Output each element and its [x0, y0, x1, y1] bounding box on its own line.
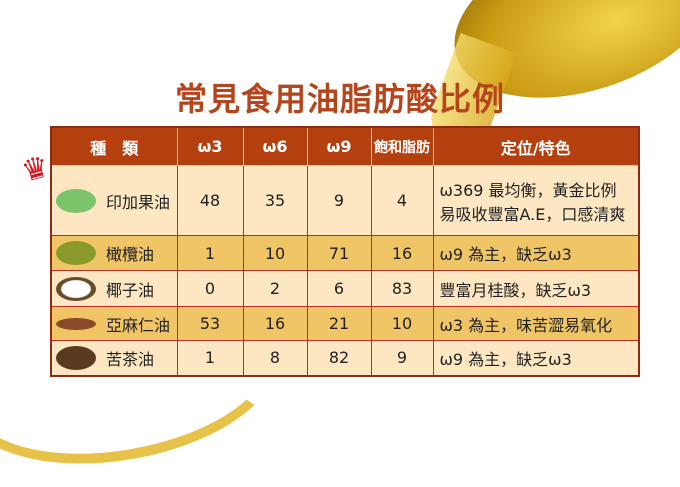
table-row: 亞麻仁油 53 16 21 10 ω3 為主，味苦澀易氧化 — [50, 306, 640, 341]
w6-value: 16 — [242, 306, 308, 341]
saturated-value: 4 — [370, 165, 434, 236]
oil-name: 橄欖油 — [106, 245, 155, 264]
w3-value: 48 — [176, 165, 244, 236]
header-w9: ω9 — [306, 126, 372, 166]
flaxseed-icon — [56, 317, 96, 330]
feature-text: ω369 最均衡，黃金比例 易吸收豐富A.E，口感清爽 — [432, 165, 640, 236]
feature-text: ω9 為主，缺乏ω3 — [432, 235, 640, 271]
oil-name: 印加果油 — [106, 192, 171, 212]
w6-value: 2 — [242, 270, 308, 307]
sacha-inchi-icon — [56, 188, 96, 213]
w3-value: 0 — [176, 270, 244, 307]
coconut-icon — [56, 276, 96, 301]
table-row: 苦茶油 1 8 82 9 ω9 為主，缺乏ω3 — [50, 340, 640, 376]
saturated-value: 9 — [370, 340, 434, 376]
w9-value: 82 — [306, 340, 372, 376]
oil-name: 苦茶油 — [106, 349, 155, 369]
header-w6: ω6 — [242, 126, 308, 166]
oil-name: 亞麻仁油 — [106, 315, 171, 335]
w3-value: 53 — [176, 306, 244, 341]
saturated-value: 10 — [370, 306, 434, 341]
feature-line: 易吸收豐富A.E，口感清爽 — [439, 204, 626, 224]
w9-value: 6 — [306, 270, 372, 307]
w3-value: 1 — [176, 340, 244, 376]
feature-line: ω369 最均衡，黃金比例 — [439, 180, 617, 200]
feature-text: ω3 為主，味苦澀易氧化 — [432, 306, 640, 341]
table-row: 椰子油 0 2 6 83 豐富月桂酸，缺乏ω3 — [50, 270, 640, 307]
header-type: 種 類 — [50, 126, 178, 166]
crown-icon: ♛ — [17, 149, 53, 190]
table-row: 橄欖油 1 10 71 16 ω9 為主，缺乏ω3 — [50, 235, 640, 271]
tea-seed-icon — [56, 345, 96, 370]
feature-text: 豐富月桂酸，缺乏ω3 — [432, 270, 640, 307]
w6-value: 10 — [242, 235, 308, 271]
w9-value: 21 — [306, 306, 372, 341]
saturated-value: 83 — [370, 270, 434, 307]
olive-icon — [56, 241, 96, 265]
saturated-value: 16 — [370, 235, 434, 271]
page-title: 常見食用油脂肪酸比例 — [174, 80, 505, 118]
feature-text: ω9 為主，缺乏ω3 — [432, 340, 640, 376]
w6-value: 8 — [242, 340, 308, 376]
header-feature: 定位/特色 — [432, 126, 640, 166]
w3-value: 1 — [176, 235, 244, 271]
header-saturated: 飽和脂肪 — [370, 126, 434, 166]
w9-value: 71 — [306, 235, 372, 271]
header-w3: ω3 — [176, 126, 244, 166]
table-row: 印加果油 48 35 9 4 ω369 最均衡，黃金比例 易吸收豐富A.E，口感清… — [50, 165, 640, 236]
w6-value: 35 — [242, 165, 308, 236]
oil-table: 種 類 ω3 ω6 ω9 飽和脂肪 定位/特色 印加果油 48 35 9 4 ω… — [50, 126, 640, 377]
w9-value: 9 — [306, 165, 372, 236]
oil-name: 椰子油 — [106, 280, 155, 300]
